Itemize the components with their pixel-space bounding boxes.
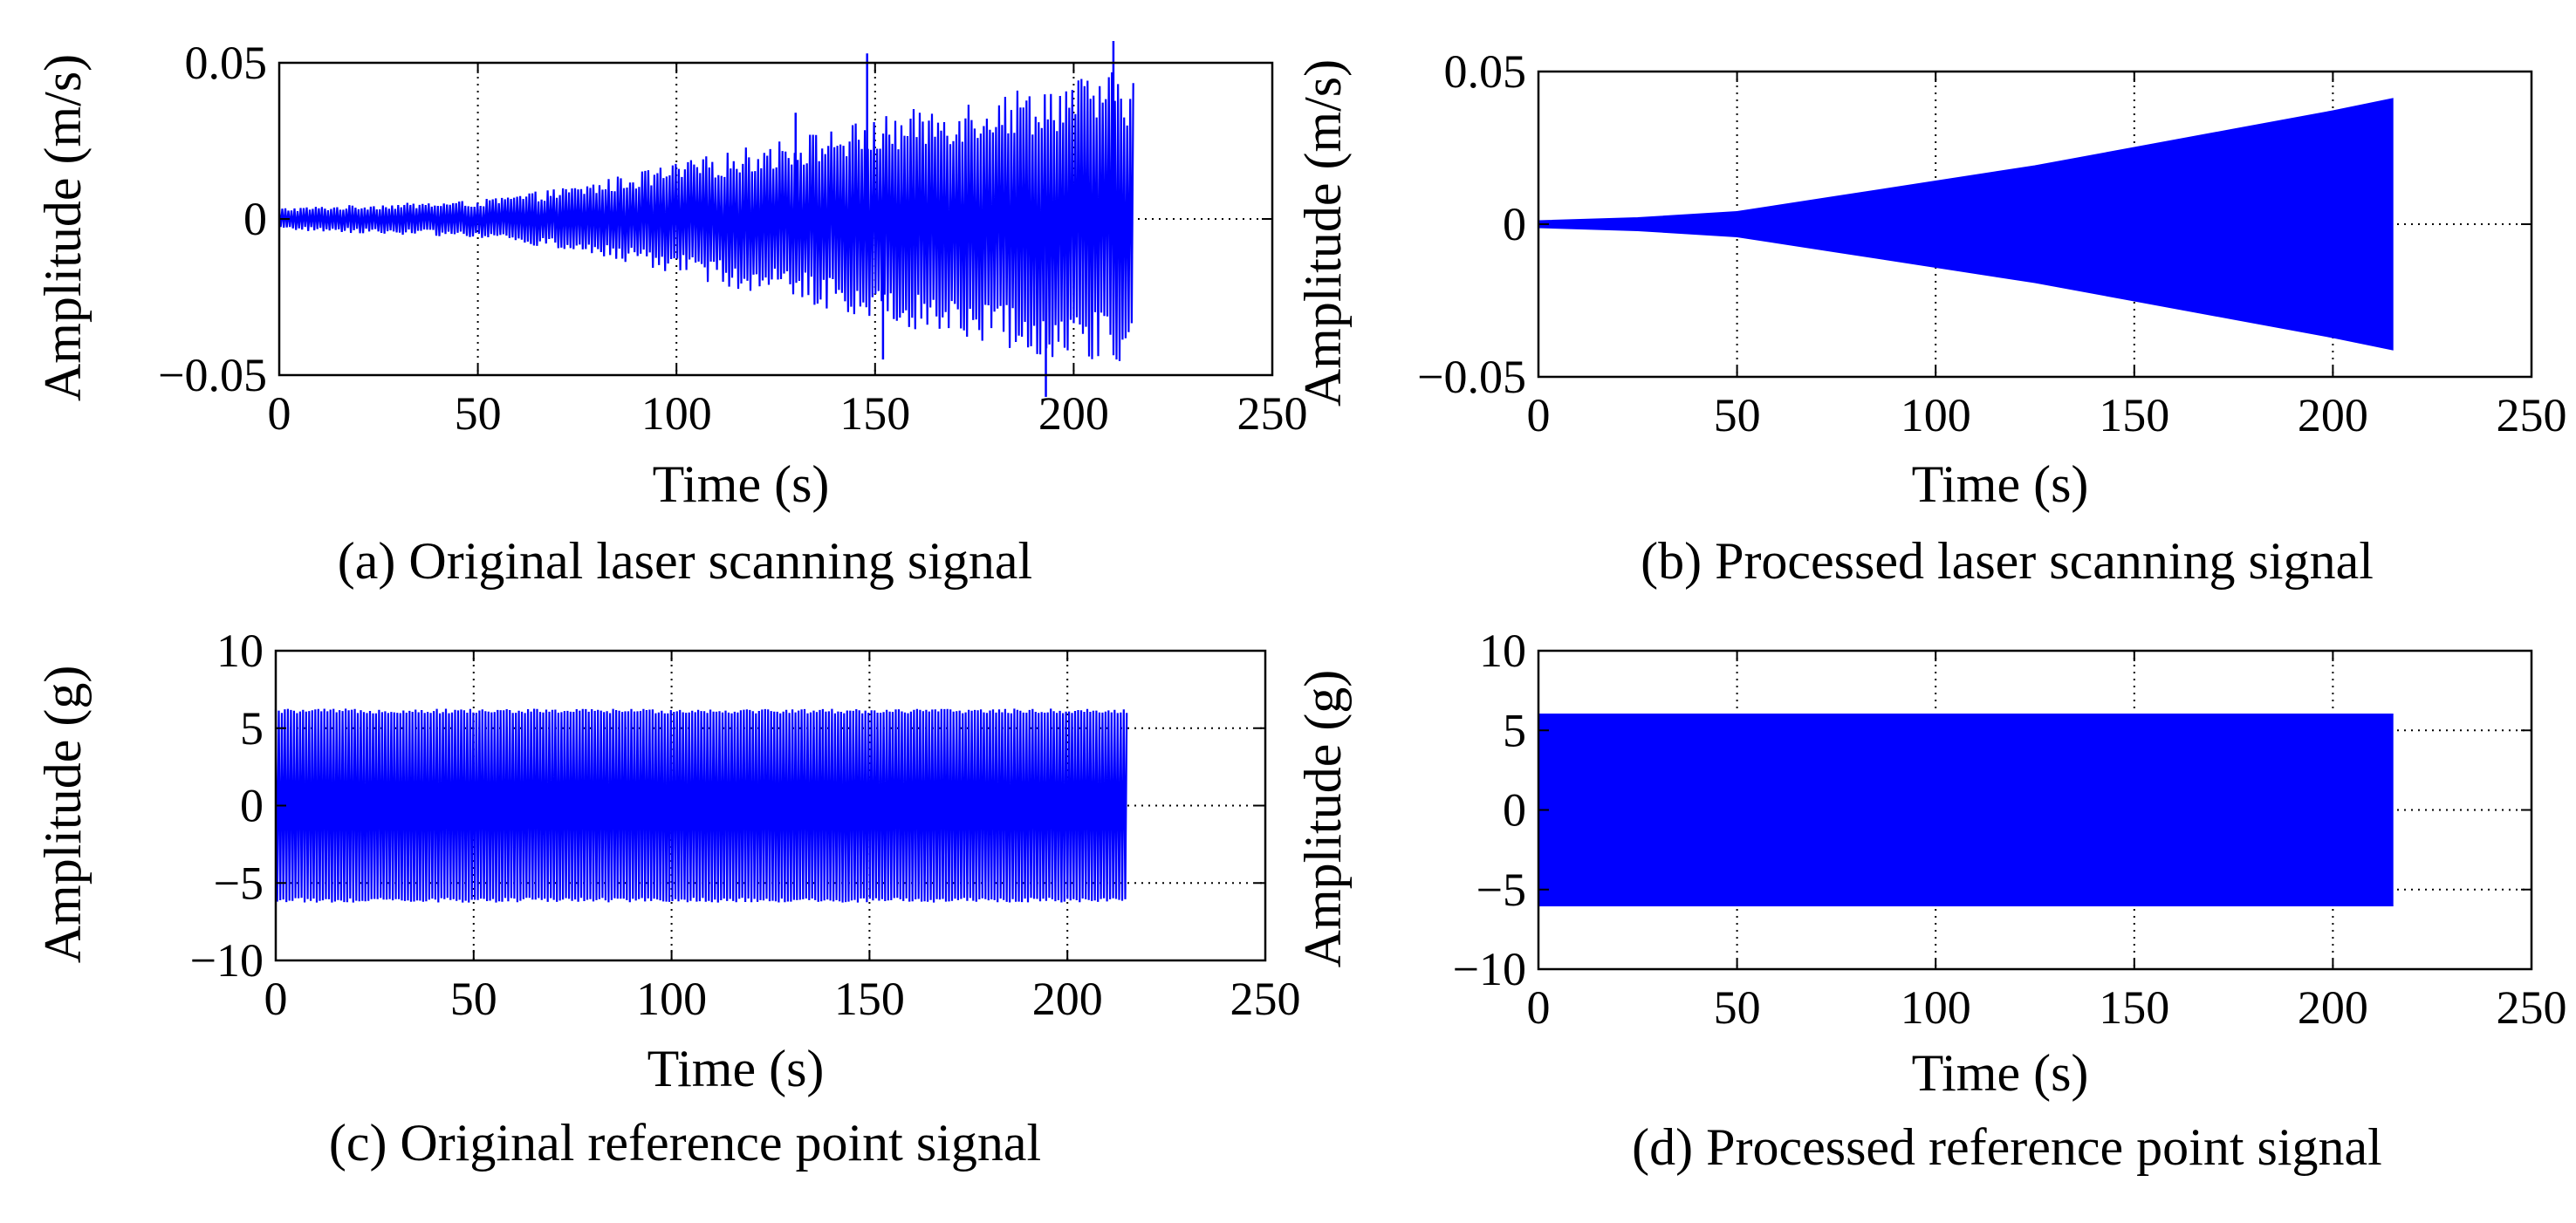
x-tick-label: 50	[450, 973, 497, 1025]
panel-caption: (a) Original laser scanning signal	[338, 532, 1032, 590]
panel-caption: (b) Processed laser scanning signal	[1641, 532, 2374, 590]
y-tick-label: 0	[240, 780, 264, 832]
x-tick-label: 250	[2497, 981, 2567, 1034]
x-tick-label: 100	[1901, 389, 1971, 441]
y-tick-label: 5	[240, 702, 264, 755]
y-tick-label: −0.05	[158, 349, 267, 401]
panel-caption: (c) Original reference point signal	[329, 1114, 1041, 1172]
x-tick-label: 0	[268, 387, 291, 440]
x-tick-label: 150	[2099, 389, 2169, 441]
y-axis-label: Amplitude (m/s)	[34, 54, 92, 401]
y-tick-label: −10	[1453, 943, 1526, 995]
y-tick-label: 10	[216, 625, 264, 677]
signal-trace	[274, 708, 1128, 903]
x-tick-label: 150	[839, 387, 910, 440]
x-tick-label: 100	[641, 387, 712, 440]
x-axis-label: Time (s)	[647, 1040, 825, 1097]
x-tick-label: 0	[1527, 981, 1551, 1034]
x-tick-label: 150	[2099, 981, 2169, 1034]
x-tick-label: 200	[2298, 389, 2368, 441]
y-tick-label: −10	[190, 934, 264, 987]
x-tick-label: 200	[1038, 387, 1109, 440]
x-tick-label: 0	[264, 973, 288, 1025]
y-axis-label: Amplitude (m/s)	[1294, 59, 1352, 407]
y-tick-label: 0.05	[185, 37, 268, 89]
x-tick-label: 250	[1230, 973, 1301, 1025]
x-axis-label: Time (s)	[653, 455, 830, 513]
y-axis-label: Amplitude (g)	[1294, 670, 1352, 968]
panel-caption: (d) Processed reference point signal	[1632, 1118, 2382, 1176]
x-tick-label: 250	[2497, 389, 2567, 441]
signal-trace	[277, 72, 1134, 361]
x-tick-label: 200	[1032, 973, 1103, 1025]
x-axis-label: Time (s)	[1912, 455, 2089, 513]
x-tick-label: 250	[1237, 387, 1308, 440]
y-tick-label: 0	[1503, 784, 1526, 837]
y-tick-label: 0	[1503, 198, 1526, 250]
y-tick-label: 0	[243, 193, 267, 245]
x-tick-label: 50	[455, 387, 502, 440]
x-axis-label: Time (s)	[1912, 1044, 2089, 1102]
y-tick-label: −5	[1476, 864, 1526, 916]
y-tick-label: 5	[1503, 704, 1526, 756]
x-tick-label: 50	[1714, 389, 1761, 441]
x-tick-label: 0	[1527, 389, 1551, 441]
y-tick-label: −5	[214, 857, 264, 909]
x-tick-label: 150	[834, 973, 905, 1025]
x-tick-label: 50	[1714, 981, 1761, 1034]
y-axis-label: Amplitude (g)	[34, 666, 92, 964]
x-tick-label: 200	[2298, 981, 2368, 1034]
signal-envelope	[1538, 714, 2394, 906]
signal-envelope	[1538, 98, 2394, 351]
y-tick-label: −0.05	[1417, 351, 1526, 403]
x-tick-label: 100	[636, 973, 707, 1025]
y-tick-label: 0.05	[1444, 45, 1527, 98]
chart-d: 0 50 100 150 200 250 −10 −5 0 5 10 Time (s) Amplitud…	[1294, 625, 2567, 1176]
chart-c: 0 50 100 150 200 250 −10 −5 0 5 10 Time (s) Amplitud…	[34, 625, 1301, 1172]
x-tick-label: 100	[1901, 981, 1971, 1034]
y-tick-label: 10	[1479, 625, 1526, 677]
